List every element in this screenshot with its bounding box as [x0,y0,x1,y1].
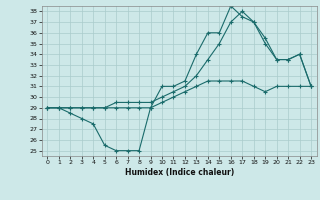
X-axis label: Humidex (Indice chaleur): Humidex (Indice chaleur) [124,168,234,177]
